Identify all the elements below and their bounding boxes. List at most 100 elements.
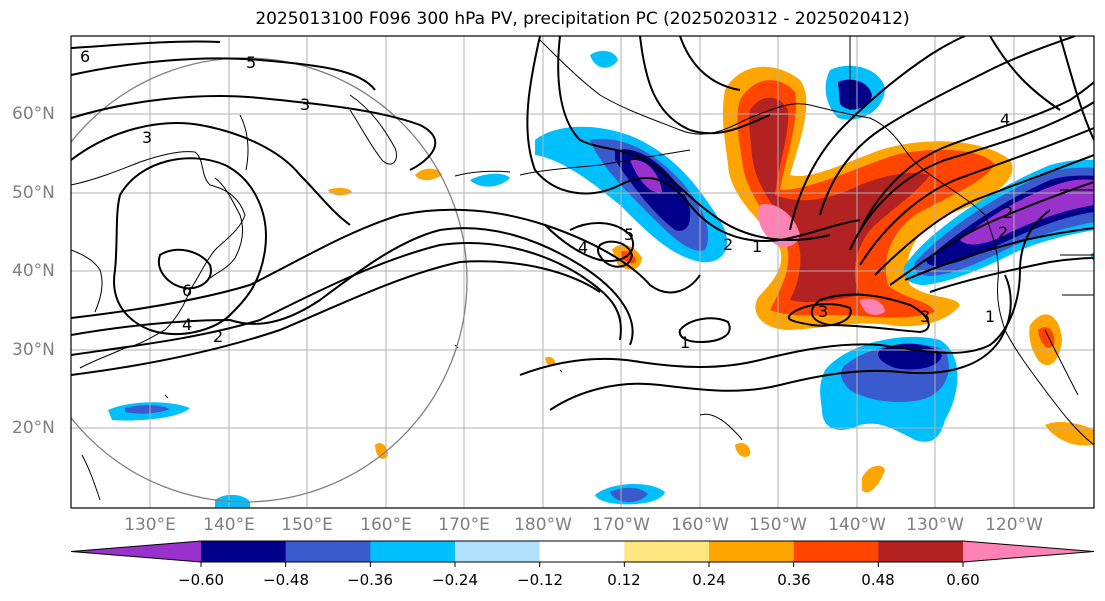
pv-contour xyxy=(819,36,1076,216)
pv-contour xyxy=(929,257,1094,293)
pv-contour xyxy=(859,127,1094,266)
pv-contour xyxy=(71,227,634,346)
contour-label: 2 xyxy=(723,235,733,254)
contour-label: 4 xyxy=(1000,110,1010,129)
lat-label: 30°N xyxy=(12,340,55,360)
lon-label: 140°W xyxy=(828,515,886,535)
pv-contour xyxy=(1059,36,1094,141)
pv-contour xyxy=(519,209,1051,376)
contour-label: 4 xyxy=(182,315,192,334)
precip-positive-region xyxy=(860,298,885,315)
precip-positive-region xyxy=(758,204,800,247)
pv-contour xyxy=(874,154,1094,276)
pv-contour xyxy=(810,293,930,334)
pv-contour xyxy=(71,95,437,171)
precip-positive-region xyxy=(375,443,388,459)
colorbar-swatch xyxy=(539,541,625,562)
precip-positive-region xyxy=(1045,422,1094,446)
contour-label: 2 xyxy=(1003,203,1013,222)
map-title: 2025013100 F096 300 hPa PV, precipitatio… xyxy=(255,9,910,29)
coastline-alaska xyxy=(539,39,986,216)
pv-contour xyxy=(889,181,1094,286)
precip-positive-region xyxy=(749,97,930,303)
contour-label: 5 xyxy=(246,53,256,72)
lat-label: 40°N xyxy=(12,261,55,281)
coastline-sakhalin xyxy=(239,114,249,171)
contour-label: 1 xyxy=(752,237,762,256)
precip-negative-region xyxy=(838,79,872,110)
contour-label: 2 xyxy=(998,223,1008,242)
contour-label: 2 xyxy=(213,327,223,346)
precip-positive-region xyxy=(862,465,885,493)
pv-contour-labels: 6 5 3 3 6 4 2 4 5 2 1 4 3 3 1 1 2 2 xyxy=(80,47,1013,352)
lon-label: 180°W xyxy=(514,515,572,535)
lat-label: 20°N xyxy=(12,418,55,438)
contour-label: 5 xyxy=(624,225,634,244)
contour-label: 3 xyxy=(142,128,152,147)
pv-contours xyxy=(71,36,1094,411)
pv-contour xyxy=(639,36,771,135)
lon-label: 150°E xyxy=(281,515,333,535)
pv-contour xyxy=(113,157,267,336)
contour-label: 3 xyxy=(920,307,930,326)
colorbar-tick-label: −0.12 xyxy=(517,571,563,589)
colorbar-extend-low xyxy=(71,541,201,562)
precip-negative-region xyxy=(470,173,510,187)
colorbar-swatch xyxy=(709,541,795,562)
pv-contour xyxy=(904,227,1094,281)
precip-negative-region xyxy=(590,50,618,68)
colorbar-tick-label: 0.24 xyxy=(692,571,726,589)
lon-label: 160°E xyxy=(360,515,412,535)
pv-contour xyxy=(71,122,351,226)
colorbar-tick-label: 0.60 xyxy=(946,571,980,589)
contour-label: 1 xyxy=(680,333,690,352)
coastline-hawaii xyxy=(699,413,743,441)
pv-contour xyxy=(549,274,1012,411)
colorbar-swatch xyxy=(201,541,287,562)
pv-contour xyxy=(789,36,966,231)
pv-contour xyxy=(71,242,622,356)
coastline-baja xyxy=(1044,329,1079,396)
coastlines xyxy=(71,36,1094,501)
colorbar-swatch xyxy=(285,541,371,562)
pv-contour xyxy=(557,36,831,241)
contour-label: 3 xyxy=(818,302,828,321)
coastline-japan xyxy=(209,177,243,279)
colorbar xyxy=(70,540,1095,567)
colorbar-tick-label: 0.36 xyxy=(777,571,811,589)
colorbar-tick-label: −0.48 xyxy=(263,571,309,589)
pv-contour xyxy=(859,81,1094,231)
pv-contour xyxy=(678,317,731,344)
pv-contour xyxy=(989,36,1061,111)
map-frame xyxy=(70,35,1095,509)
colorbar-tick-label: −0.36 xyxy=(347,571,393,589)
pv-contour xyxy=(596,240,634,268)
precip-fill-layer xyxy=(108,50,1094,508)
gridlines xyxy=(71,36,1094,508)
lat-label: 60°N xyxy=(12,104,55,124)
lon-label: 170°E xyxy=(438,515,490,535)
precip-negative-region xyxy=(125,405,170,414)
precip-positive-region xyxy=(545,356,556,367)
contour-label: 3 xyxy=(300,95,310,114)
precip-negative-region xyxy=(610,487,648,503)
precip-negative-region xyxy=(630,159,662,193)
lat-label: 50°N xyxy=(12,183,55,203)
contour-label: 6 xyxy=(80,47,90,66)
colorbar-swatch xyxy=(793,541,879,562)
pv-contour xyxy=(157,248,212,290)
precip-positive-region xyxy=(735,443,751,457)
precip-positive-region xyxy=(328,187,352,196)
pv-contour xyxy=(71,260,601,376)
contour-label: 1 xyxy=(985,307,995,326)
contour-label: 6 xyxy=(182,281,192,300)
colorbar-tick-label: 0.12 xyxy=(607,571,641,589)
lon-label: 120°W xyxy=(985,515,1043,535)
lon-label: 130°E xyxy=(124,515,176,535)
colorbar-tick-label: −0.60 xyxy=(178,571,224,589)
colorbar-swatch xyxy=(878,541,964,562)
colorbar-tick-label: 0.48 xyxy=(861,571,895,589)
colorbar-swatch xyxy=(455,541,541,562)
precip-positive-region xyxy=(415,168,442,181)
